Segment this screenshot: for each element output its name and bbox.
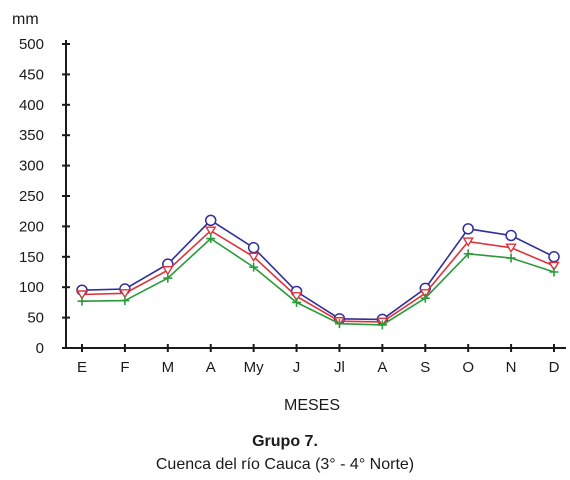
data-point [463,249,473,259]
y-tick-label: 100 [19,279,44,296]
plot-area: 0 50 100 150 200 250 300 350 400 450 500 E F M A My J Jl A… [19,36,566,376]
data-point [247,241,260,254]
x-tick-label: A [206,359,216,376]
x-tick-label: Jl [334,359,345,376]
x-tick-label: M [162,359,175,376]
data-point [120,296,130,306]
data-point [548,251,560,263]
y-tick-label: 400 [19,97,44,114]
data-point [505,243,517,254]
y-tick-label: 0 [36,340,44,357]
data-point [548,261,560,272]
data-point [506,253,516,263]
x-tick-label: N [506,359,517,376]
data-point [206,234,216,244]
y-tick-label: 450 [19,66,44,83]
data-point [247,252,260,263]
x-tick-label: My [244,359,264,376]
data-point [505,229,517,242]
series-line-1 [81,219,555,321]
x-tick-label: J [293,359,301,376]
data-point [163,273,173,283]
data-point [290,292,303,302]
chart-title: Grupo 7. [252,433,318,450]
data-point [419,289,432,299]
y-tick-label: 300 [19,158,44,175]
series-line-3 [81,237,555,326]
y-tick-label: 200 [19,218,44,235]
data-point [204,226,217,237]
chart-subtitle: Cuenca del río Cauca (3° - 4° Norte) [155,456,415,473]
x-tick-label: A [377,359,387,376]
data-point [334,319,344,329]
x-tick-label: E [77,359,87,376]
x-tick-label: D [549,359,560,376]
y-tick-label: 500 [19,36,44,53]
data-point [119,289,131,299]
x-tick-label: O [462,359,474,376]
data-point [204,214,217,227]
data-point [549,267,559,277]
data-point [462,237,474,247]
y-tick-label: 50 [27,310,44,327]
data-point [292,297,302,307]
data-point [462,223,474,235]
series-line-2 [81,229,555,323]
data-point [420,293,430,303]
y-tick-label: 350 [19,127,44,144]
y-axis-label: mm [12,11,39,28]
y-tick-label: 250 [19,188,44,205]
y-tick-label: 150 [19,249,44,266]
x-tick-label: S [420,359,430,376]
data-point [77,296,87,306]
data-point [162,265,174,276]
data-point [377,320,387,330]
x-tick-label: F [120,359,129,376]
data-point [76,290,88,300]
data-point [249,262,259,272]
x-axis-label: MESES [284,397,340,414]
